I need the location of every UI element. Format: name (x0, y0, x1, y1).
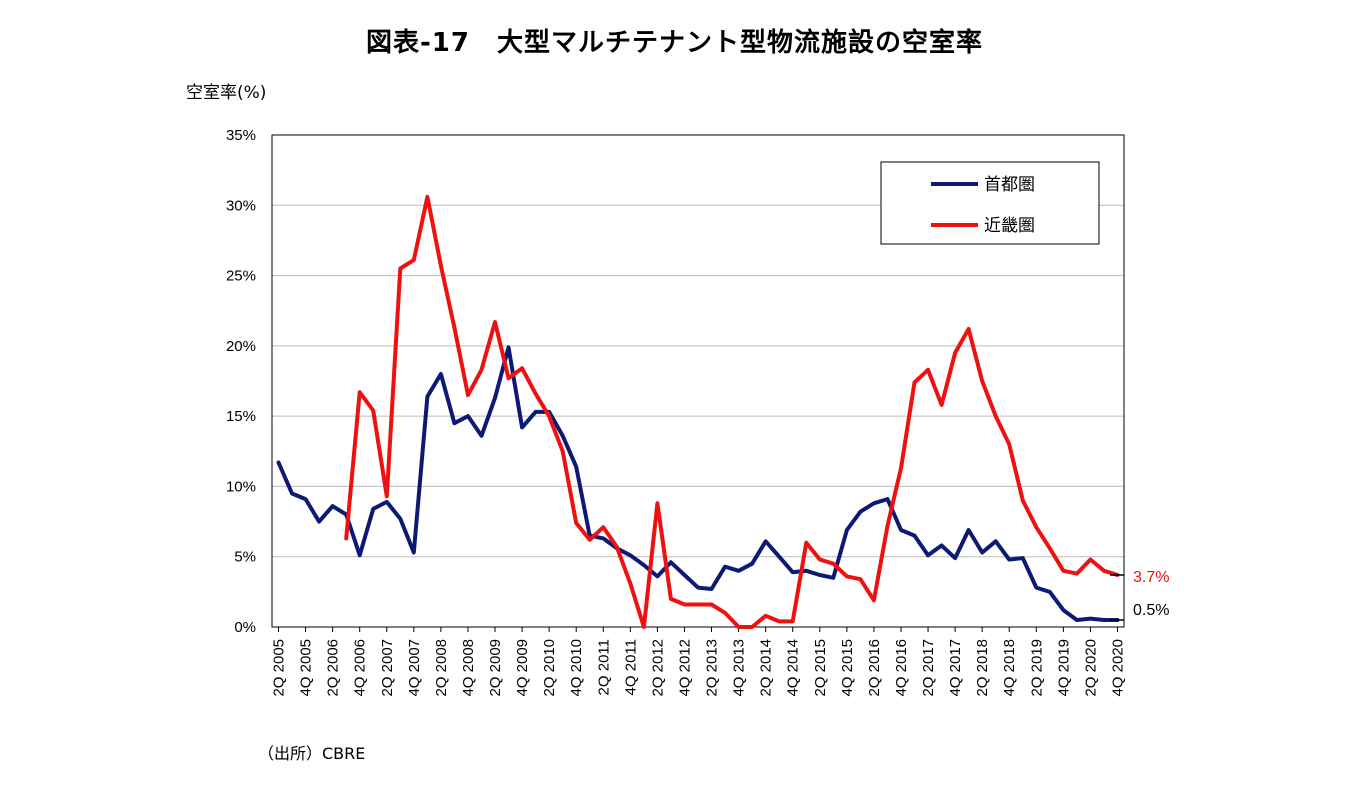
chart-title: 図表-17 大型マルチテナント型物流施設の空室率 (366, 28, 983, 58)
x-axis-ticks: 2Q 2005 4Q 2005 2Q 2006 4Q 2006 2Q 2007 4Q 20… (271, 627, 1127, 697)
end-label-kinki: 3.7% (1133, 569, 1169, 586)
x-tick-label: 2Q 2007 (379, 639, 396, 697)
x-tick-label: 4Q 2006 (352, 639, 369, 697)
series-line-shutoken (276, 345, 1120, 622)
x-tick-label: 2Q 2011 (595, 639, 612, 695)
series-line-kinki (344, 194, 1120, 629)
y-axis-label: 空室率(%) (186, 83, 267, 103)
series-lines (276, 194, 1120, 629)
y-tick-label: 0% (234, 619, 256, 636)
x-tick-label: 2Q 2019 (1028, 639, 1045, 697)
x-tick-label: 4Q 2015 (839, 639, 856, 697)
x-tick-label: 2Q 2008 (433, 639, 450, 697)
x-tick-label: 4Q 2020 (1110, 639, 1127, 697)
x-tick-label: 4Q 2018 (1001, 639, 1018, 697)
y-axis-ticks: 0% 5% 10% 15% 20% 25% 30% 35% (226, 127, 256, 636)
x-tick-label: 4Q 2012 (676, 639, 693, 697)
legend-label: 近畿圏 (984, 216, 1035, 236)
x-tick-label: 2Q 2010 (541, 639, 558, 697)
x-tick-label: 2Q 2006 (325, 639, 342, 697)
x-tick-label: 4Q 2016 (893, 639, 910, 697)
x-tick-label: 2Q 2012 (649, 639, 666, 697)
y-tick-label: 25% (226, 268, 256, 285)
x-tick-label: 4Q 2005 (298, 639, 315, 697)
x-tick-label: 4Q 2017 (947, 639, 964, 697)
legend-box (880, 161, 1100, 245)
x-tick-label: 2Q 2016 (866, 639, 883, 697)
end-label-shutoken: 0.5% (1133, 602, 1169, 619)
x-tick-label: 4Q 2009 (514, 639, 531, 697)
source-note: （出所）CBRE (258, 744, 366, 763)
x-tick-label: 4Q 2014 (785, 639, 802, 697)
y-tick-label: 20% (226, 338, 256, 355)
y-tick-label: 35% (226, 127, 256, 144)
x-tick-label: 2Q 2013 (704, 639, 721, 697)
x-tick-label: 2Q 2020 (1082, 639, 1099, 697)
y-tick-label: 5% (234, 549, 256, 566)
x-tick-label: 4Q 2011 (622, 639, 639, 695)
plot-area (271, 134, 1125, 628)
x-tick-label: 2Q 2018 (974, 639, 991, 697)
x-tick-label: 2Q 2014 (758, 639, 775, 697)
y-tick-label: 10% (226, 478, 256, 495)
x-tick-label: 4Q 2019 (1055, 639, 1072, 697)
x-tick-label: 4Q 2008 (460, 639, 477, 697)
x-tick-label: 4Q 2013 (731, 639, 748, 697)
end-labels: 0.5% 3.7% (1110, 569, 1169, 621)
x-tick-label: 4Q 2007 (406, 639, 423, 697)
y-tick-label: 30% (226, 197, 256, 214)
x-tick-label: 2Q 2015 (812, 639, 829, 697)
x-tick-label: 4Q 2010 (568, 639, 585, 697)
x-tick-label: 2Q 2005 (271, 639, 288, 697)
x-tick-label: 2Q 2017 (920, 639, 937, 697)
x-tick-label: 2Q 2009 (487, 639, 504, 697)
y-tick-label: 15% (226, 408, 256, 425)
gridlines (272, 204, 1124, 558)
legend-label: 首都圏 (984, 175, 1035, 195)
